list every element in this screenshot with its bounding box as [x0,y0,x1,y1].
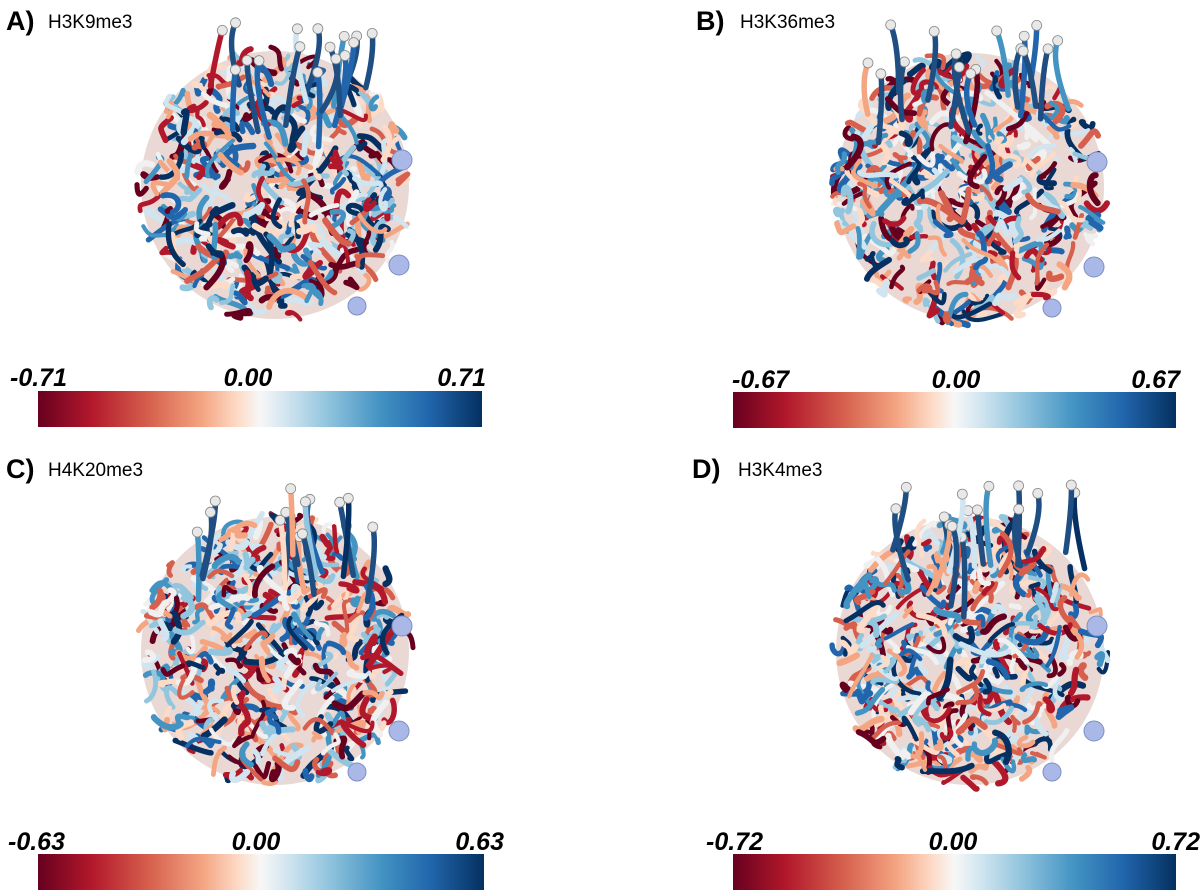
colorbar-labels: -0.67 0.00 0.67 [732,366,1180,394]
colorbar-labels: -0.71 0.00 0.71 [10,364,486,392]
colorbar [38,391,482,427]
panel-b: B) H3K36me3 -0.67 0.00 0.67 [600,0,1200,446]
colorbar-min-label: -0.67 [732,366,789,394]
panel-letter: A) [6,6,35,36]
chromatin-globule [135,483,416,786]
colorbar-labels: -0.63 0.00 0.63 [8,828,504,856]
colorbar-min-label: -0.72 [706,828,763,856]
chromatin-globule [829,19,1110,329]
colorbar-max-label: 0.71 [437,364,486,392]
colorbar-mid-label: 0.00 [231,828,281,856]
panel-title: H4K20me3 [48,460,144,481]
panel-letter: D) [692,454,721,484]
colorbar [733,854,1176,890]
colorbar-mid-label: 0.00 [928,828,978,856]
colorbar [38,854,484,890]
colorbar-labels: -0.72 0.00 0.72 [706,828,1200,856]
panel-letter: C) [6,454,35,484]
colorbar-min-label: -0.71 [10,364,67,392]
panel-c: C) H4K20me3 -0.63 0.00 0.63 [0,446,600,892]
panel-letter: B) [696,6,725,36]
chromatin-globule [134,17,413,322]
colorbar [733,392,1176,428]
colorbar-max-label: 0.67 [1131,366,1180,394]
colorbar-mid-label: 0.00 [223,364,273,392]
panel-title: H3K4me3 [738,460,823,481]
panel-title: H3K9me3 [48,12,133,33]
colorbar-min-label: -0.63 [8,828,65,856]
panel-d: D) H3K4me3 -0.72 0.00 0.72 [600,446,1200,892]
colorbar-max-label: 0.72 [1151,828,1200,856]
colorbar-max-label: 0.63 [455,828,504,856]
panel-title: H3K36me3 [740,12,836,33]
panel-a: A) H3K9me3 -0.71 0.00 0.71 [0,0,600,446]
colorbar-mid-label: 0.00 [931,366,981,394]
chromatin-globule [829,479,1111,792]
